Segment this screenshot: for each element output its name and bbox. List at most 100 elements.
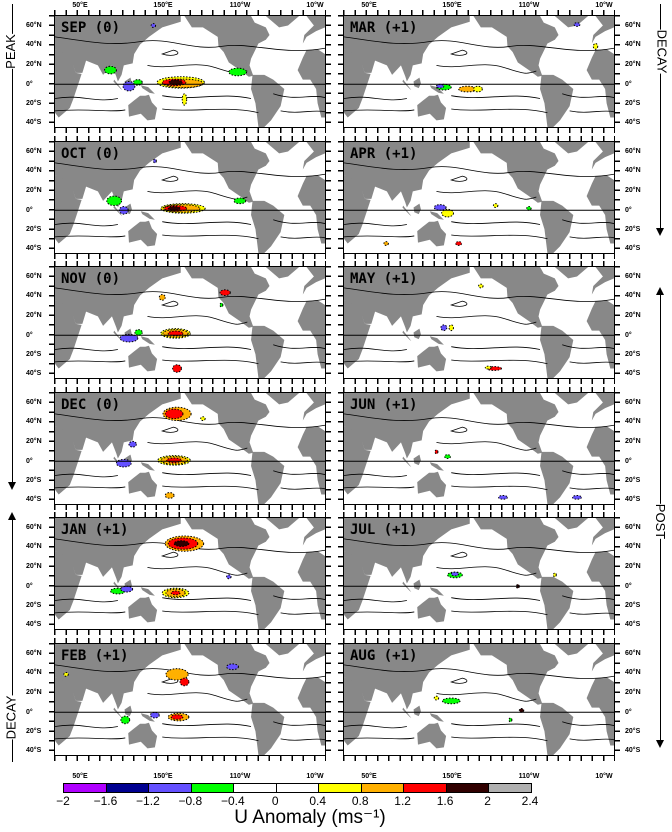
lat-label: 60°N — [625, 650, 641, 657]
anomaly-region — [165, 409, 183, 418]
lat-label: 60°N — [625, 22, 641, 29]
lat-label: 60°N — [26, 22, 42, 29]
colorbar-tick-label: 0 — [271, 794, 279, 808]
anomaly-region — [434, 696, 438, 700]
lat-label: 40°N — [26, 418, 42, 425]
lat-label: 0° — [26, 583, 33, 590]
lat-label: 60°N — [625, 273, 641, 280]
map — [55, 142, 325, 253]
lat-ticks — [326, 266, 331, 379]
anomaly-region — [173, 365, 182, 373]
lon-label: 10°W — [306, 2, 324, 9]
lat-ticks — [326, 15, 331, 128]
colorbar-tick-label: 0.8 — [351, 794, 369, 808]
lat-label: 40°S — [26, 496, 42, 503]
colorbar-tick-label: −0.8 — [178, 794, 203, 808]
anomaly-region — [441, 325, 447, 331]
lon-ticks — [54, 136, 326, 141]
map — [55, 16, 325, 127]
lat-label: 40°S — [625, 621, 641, 628]
anomaly-region — [153, 159, 156, 163]
anomaly-region — [123, 81, 135, 90]
lat-label: 20°S — [26, 351, 42, 358]
colorbar-tick-label: −1.2 — [136, 794, 160, 808]
panel-title: NOV (0) — [61, 271, 121, 287]
anomaly-region — [574, 23, 580, 27]
map — [55, 393, 325, 504]
anomaly-region — [445, 455, 451, 459]
lon-ticks — [54, 756, 326, 761]
lat-label: 20°N — [26, 689, 42, 696]
lon-ticks — [54, 261, 326, 266]
lat-label: 0° — [26, 458, 33, 465]
lat-label: 40°N — [625, 669, 641, 676]
anomaly-region — [449, 325, 453, 331]
colorbar-swatch — [276, 784, 320, 792]
lat-ticks — [326, 643, 331, 756]
anomaly-region — [485, 366, 491, 369]
colorbar-swatch — [191, 784, 235, 792]
lat-label: 60°N — [625, 148, 641, 155]
map — [55, 518, 325, 629]
lat-label: 40°N — [26, 669, 42, 676]
map — [344, 644, 614, 755]
panel-title: OCT (0) — [61, 146, 121, 162]
anomaly-region — [171, 715, 183, 720]
lat-ticks — [615, 643, 620, 756]
map — [344, 267, 614, 378]
lat-label: 40°S — [26, 621, 42, 628]
map-panel: MAR (+1) — [343, 15, 615, 128]
panel-title: JUL (+1) — [350, 522, 418, 538]
lat-label: 40°N — [26, 292, 42, 299]
colorbar — [63, 783, 532, 793]
lat-ticks — [338, 15, 343, 128]
colorbar-tick-label: 1.2 — [394, 794, 411, 808]
lon-label: 110°W — [518, 2, 540, 9]
colorbar-swatch — [489, 784, 532, 792]
colorbar-tick-label: 0.4 — [309, 794, 327, 808]
colorbar-tick-label: 2 — [484, 794, 491, 808]
panel-title: SEP (0) — [61, 20, 121, 36]
anomaly-region — [220, 290, 230, 296]
map-panel: FEB (+1) — [54, 643, 326, 756]
panel-title: JAN (+1) — [61, 522, 129, 538]
anomaly-region — [64, 672, 68, 676]
lat-label: 40°S — [625, 747, 641, 754]
label-decay-left: DECAY — [1, 695, 21, 740]
anomaly-region — [479, 284, 483, 288]
anomaly-region — [436, 84, 443, 88]
lat-label: 60°N — [26, 273, 42, 280]
lat-label: 40°N — [26, 167, 42, 174]
anomaly-region — [519, 709, 523, 713]
anomaly-region — [442, 209, 454, 217]
lat-label: 0° — [26, 81, 33, 88]
anomaly-region — [384, 242, 388, 246]
anomaly-region — [116, 459, 131, 467]
lat-label: 40°S — [26, 245, 42, 252]
lat-label: 20°N — [625, 61, 641, 68]
lat-label: 0° — [625, 458, 632, 465]
map-panel: OCT (0) — [54, 141, 326, 254]
lon-ticks — [343, 638, 615, 643]
lat-label: 20°N — [625, 187, 641, 194]
anomaly-region — [166, 669, 188, 680]
lat-label: 40°N — [625, 292, 641, 299]
lat-ticks — [615, 15, 620, 128]
lat-ticks — [338, 643, 343, 756]
lat-label: 0° — [625, 583, 632, 590]
panel-title: FEB (+1) — [61, 648, 129, 664]
lon-ticks — [343, 387, 615, 392]
anomaly-region — [121, 716, 130, 724]
lat-ticks — [49, 643, 54, 756]
lat-label: 40°S — [625, 496, 641, 503]
lat-ticks — [615, 517, 620, 630]
anomaly-region — [168, 207, 180, 211]
map-panel: NOV (0) — [54, 266, 326, 379]
map — [55, 644, 325, 755]
lat-label: 60°N — [625, 399, 641, 406]
lat-ticks — [326, 517, 331, 630]
panel-title: MAY (+1) — [350, 271, 418, 287]
anomaly-region — [201, 417, 205, 421]
lat-label: 40°S — [625, 119, 641, 126]
anomaly-region — [182, 94, 186, 105]
